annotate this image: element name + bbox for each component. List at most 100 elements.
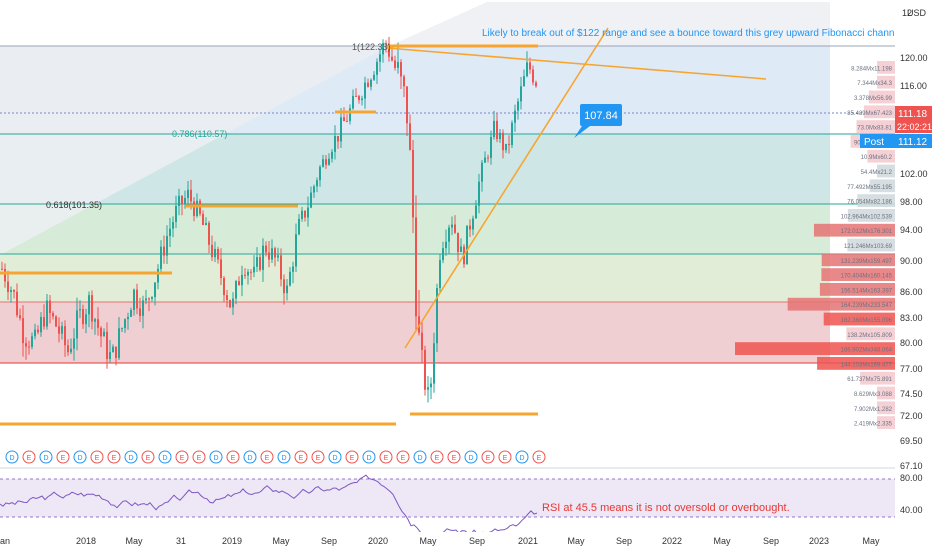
x-tick-label: 2022 xyxy=(662,536,682,546)
volume-bar xyxy=(787,297,895,311)
x-tick-label: May xyxy=(713,536,731,546)
candle-body xyxy=(325,159,327,165)
event-marker-letter: E xyxy=(486,455,491,462)
candle-body xyxy=(154,282,156,298)
earnings-marker[interactable] xyxy=(141,450,155,464)
candle-body xyxy=(178,195,180,206)
candle-body xyxy=(475,205,477,219)
volume-label: 76.054Mx82.186 xyxy=(847,200,892,206)
candle-body xyxy=(334,136,336,152)
earnings-marker[interactable] xyxy=(311,450,325,464)
volume-bar xyxy=(847,209,895,222)
dividend-marker[interactable] xyxy=(158,450,172,464)
earnings-marker[interactable] xyxy=(345,450,359,464)
candle-body xyxy=(28,346,30,348)
candle-body xyxy=(127,316,129,320)
event-marker-letter: E xyxy=(299,455,304,462)
descending-trend-line xyxy=(386,47,767,80)
volume-label: 162.368Mx155.096 xyxy=(841,318,893,324)
candle-body xyxy=(457,232,459,253)
dividend-marker[interactable] xyxy=(39,450,53,464)
candle-body xyxy=(532,69,534,83)
x-tick-label: 31 xyxy=(176,536,186,546)
earnings-marker[interactable] xyxy=(396,450,410,464)
volume-profile: 8.284Mx11.198 7.344Mx34.3 3.378Mx56.99 85.4… xyxy=(735,61,895,429)
time-tag-bg xyxy=(895,120,932,133)
volume-label: 2.419Mx2.335 xyxy=(854,422,893,428)
y-tick-label: 80.00 xyxy=(900,338,923,348)
event-marker-letter: D xyxy=(468,455,473,462)
dividend-marker[interactable] xyxy=(277,450,291,464)
dividend-marker[interactable] xyxy=(209,450,223,464)
candle-body xyxy=(175,205,177,222)
earnings-marker[interactable] xyxy=(192,450,206,464)
candle-body xyxy=(454,224,456,233)
volume-bar xyxy=(877,401,895,415)
candle-body xyxy=(406,86,408,124)
candle-body xyxy=(238,281,240,286)
event-marker-letter: E xyxy=(231,455,236,462)
earnings-marker[interactable] xyxy=(107,450,121,464)
x-tick-label: Sep xyxy=(469,536,485,546)
price-axis[interactable]: 12 USD 120.00116.00112.00108.00102.0098.… xyxy=(860,0,932,550)
y-tick-label: 116.00 xyxy=(900,81,927,91)
earnings-marker[interactable] xyxy=(226,450,240,464)
x-tick-label: May xyxy=(862,536,880,546)
x-tick-label: Sep xyxy=(616,536,632,546)
earnings-marker[interactable] xyxy=(260,450,274,464)
rsi-axis-80: 80.00 xyxy=(900,473,923,483)
volume-label: 172.012Mx176.301 xyxy=(841,229,893,235)
earnings-marker[interactable] xyxy=(447,450,461,464)
earnings-marker[interactable] xyxy=(481,450,495,464)
dividend-marker[interactable] xyxy=(464,450,478,464)
candle-body xyxy=(91,295,93,322)
post-label: Post xyxy=(864,137,884,148)
earnings-marker[interactable] xyxy=(498,450,512,464)
earnings-marker[interactable] xyxy=(379,450,393,464)
dividend-marker[interactable] xyxy=(413,450,427,464)
fib-label-1: 1(122.33) xyxy=(352,42,391,52)
volume-bar xyxy=(847,238,895,252)
volume-label: 54.4Mx21.2 xyxy=(861,170,893,176)
candle-body xyxy=(478,181,480,206)
earnings-marker[interactable] xyxy=(294,450,308,464)
dividend-marker[interactable] xyxy=(124,450,138,464)
dividend-marker[interactable] xyxy=(73,450,87,464)
candle-body xyxy=(307,207,309,218)
earnings-marker[interactable] xyxy=(430,450,444,464)
dividend-marker[interactable] xyxy=(362,450,376,464)
price-callout[interactable]: 107.84 xyxy=(574,104,622,138)
candle-body xyxy=(445,241,447,249)
candle-body xyxy=(259,257,261,270)
candle-body xyxy=(499,132,501,140)
earnings-marker[interactable] xyxy=(175,450,189,464)
candle-body xyxy=(466,225,468,265)
dividend-marker[interactable] xyxy=(328,450,342,464)
volume-label: 8.629Mx3.088 xyxy=(854,392,893,398)
candle-body xyxy=(70,348,72,353)
earnings-marker[interactable] xyxy=(532,450,546,464)
candle-body xyxy=(232,298,234,308)
earnings-marker[interactable] xyxy=(90,450,104,464)
candle-body xyxy=(247,271,249,276)
y-tick-label: 120.00 xyxy=(900,53,928,63)
candle-body xyxy=(271,248,273,260)
candle-body xyxy=(424,349,426,390)
candle-body xyxy=(49,300,51,314)
earnings-marker[interactable] xyxy=(22,450,36,464)
candle-body xyxy=(88,295,90,315)
time-axis[interactable]: an 2018 May 31 2019 May Sep 2020 May Sep 2021 May Se… xyxy=(0,532,895,550)
dividend-marker[interactable] xyxy=(243,450,257,464)
candle-body xyxy=(214,248,216,258)
earnings-marker[interactable] xyxy=(56,450,70,464)
candle-body xyxy=(253,266,255,273)
ascending-trend-line xyxy=(404,27,609,349)
dividend-marker[interactable] xyxy=(515,450,529,464)
dividend-marker[interactable] xyxy=(5,450,19,464)
candle-body xyxy=(25,343,27,347)
volume-bar xyxy=(860,371,895,385)
candle-body xyxy=(250,271,252,273)
candle-body xyxy=(298,218,300,235)
